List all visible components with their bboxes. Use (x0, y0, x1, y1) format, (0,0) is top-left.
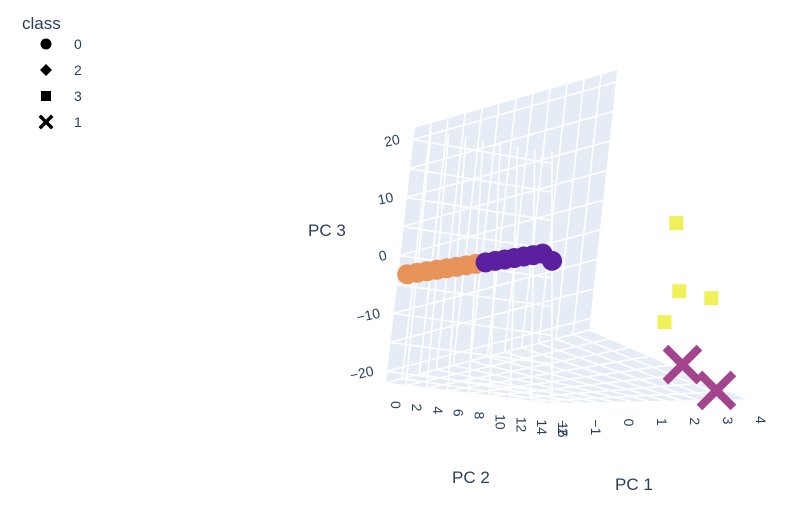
z-axis-title: PC 3 (308, 221, 346, 240)
y-tick-label: 12 (513, 417, 529, 433)
grid-line (551, 399, 751, 405)
legend-label: 2 (74, 62, 82, 78)
legend-title: class (22, 14, 61, 33)
legend-item-2[interactable]: 2 (40, 62, 82, 78)
legend-label: 3 (74, 88, 82, 104)
series-class-1[interactable] (662, 344, 737, 411)
grid-line (402, 225, 553, 251)
grid-line (402, 169, 608, 228)
data-point[interactable] (657, 315, 672, 330)
x-tick-label: −2 (555, 420, 571, 436)
grid-line (409, 110, 614, 170)
y-tick-label: 6 (451, 409, 467, 417)
series-class-3[interactable] (657, 216, 719, 330)
grid-line (409, 167, 553, 193)
grid-line (531, 390, 731, 403)
x-tick-label: −1 (588, 419, 604, 435)
grid-line (412, 81, 617, 141)
legend-label: 0 (74, 36, 82, 52)
data-point[interactable] (662, 344, 703, 385)
legend-symbol-square-icon (41, 91, 51, 101)
grid-line (489, 372, 691, 397)
y-tick-label: 0 (388, 401, 404, 409)
y-tick-label: 4 (430, 406, 446, 414)
grid-line (447, 355, 651, 392)
legend-entries: 0 2 3 1 (38, 36, 83, 130)
legend-label: 1 (74, 114, 82, 130)
x-tick-label: 0 (621, 419, 637, 427)
series-class-2[interactable] (475, 243, 562, 273)
grid-line (405, 140, 611, 199)
y-axis-title: PC 2 (452, 468, 490, 487)
z-tick-label: 0 (377, 247, 388, 264)
grid-line (399, 199, 605, 257)
y-tick-label: 14 (534, 419, 550, 435)
z-tick-label: −20 (348, 363, 375, 384)
grid-line (510, 381, 711, 400)
data-point[interactable] (704, 291, 719, 306)
legend-symbol-diamond-icon (40, 64, 52, 76)
legend-item-0[interactable]: 0 (40, 36, 83, 52)
y-tick-label: 8 (472, 412, 488, 420)
x-tick-label: 3 (720, 417, 736, 425)
grid-line (426, 346, 631, 390)
data-point[interactable] (672, 284, 687, 299)
data-point[interactable] (542, 250, 562, 271)
legend-symbol-x-icon (38, 114, 54, 130)
legend-symbol-circle-icon (40, 38, 52, 50)
data-points[interactable] (397, 216, 737, 411)
grid-line (412, 138, 553, 165)
grid-line (392, 258, 598, 315)
legend-item-3[interactable]: 3 (41, 88, 82, 104)
y-tick-label: 16 (555, 422, 571, 438)
data-point[interactable] (696, 370, 737, 411)
legend-item-1[interactable]: 1 (38, 114, 82, 130)
z-tick-label: 20 (383, 131, 402, 150)
x-tick-label: 2 (687, 417, 703, 425)
z-tick-label: −10 (355, 305, 382, 326)
grid-line (405, 196, 553, 222)
y-tick-label: 10 (492, 414, 508, 430)
grid-lines (384, 69, 751, 405)
x-tick-label: 1 (654, 418, 670, 426)
grid-line (386, 317, 592, 373)
grid-line (468, 364, 671, 395)
x-axis-title: PC 1 (615, 475, 653, 494)
grid-line (389, 287, 595, 344)
grid-line (384, 329, 591, 384)
x-tick-label: 4 (753, 416, 769, 424)
legend: class 0 2 3 1 (22, 14, 82, 130)
z-tick-label: 10 (376, 189, 395, 208)
y-tick-label: 2 (409, 404, 425, 412)
data-point[interactable] (669, 216, 684, 231)
grid-line (405, 337, 611, 387)
grid-line (392, 312, 553, 337)
